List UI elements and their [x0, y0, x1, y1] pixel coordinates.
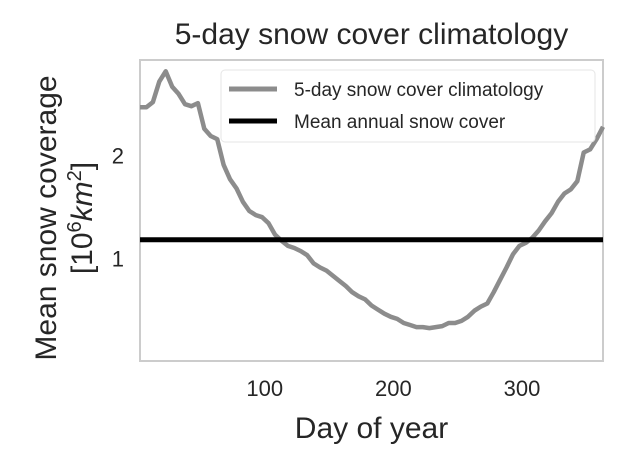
y-axis-label-line2: [106km2]: [64, 162, 99, 274]
x-axis-ticks: 100 200 300: [246, 376, 540, 401]
y-tick-label: 2: [112, 144, 124, 169]
legend: 5-day snow cover climatology Mean annual…: [220, 69, 596, 143]
series-layer: [140, 69, 605, 331]
legend-label-mean-annual: Mean annual snow cover: [294, 112, 506, 133]
legend-label-climatology: 5-day snow cover climatology: [294, 80, 544, 101]
y-axis-ticks: 12: [112, 144, 124, 272]
line-climatology: [140, 69, 605, 331]
legend-box: [220, 69, 596, 143]
chart-title: 5-day snow cover climatology: [175, 18, 569, 51]
y-tick-label: 1: [112, 246, 124, 271]
y-axis-label-line1: Mean snow coverage: [30, 75, 63, 360]
x-tick-label: 100: [246, 376, 283, 401]
x-tick-label: 300: [504, 376, 541, 401]
x-axis-label: Day of year: [295, 412, 448, 445]
x-tick-label: 200: [375, 376, 412, 401]
y-axis-label: Mean snow coverage [106km2]: [30, 75, 99, 360]
